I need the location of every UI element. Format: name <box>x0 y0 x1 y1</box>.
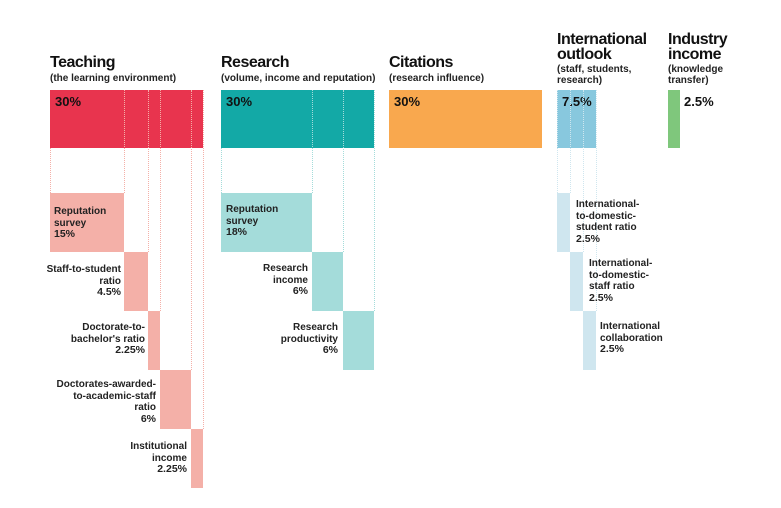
teaching-institutional-income-bar <box>191 429 203 488</box>
teaching-guide-line <box>203 90 204 429</box>
research-guide-line <box>374 90 375 311</box>
international-title: International outlook <box>557 31 647 63</box>
teaching-staff-student-value: 4.5% <box>97 286 121 298</box>
citations-weight: 30% <box>394 94 421 109</box>
research-productivity-value: 6% <box>322 344 338 356</box>
international-guide-line <box>583 90 584 252</box>
teaching-main-bar <box>50 90 203 148</box>
teaching-doctorates-staff-label: Doctorates-awarded- to-academic-staff ra… <box>40 379 156 425</box>
citations-main-bar <box>389 90 542 148</box>
international-subtitle: (staff, students, research) <box>557 64 632 86</box>
international-main-bar <box>557 90 596 148</box>
teaching-doctorates-staff-bar <box>160 370 191 429</box>
teaching-guide-line <box>148 90 149 252</box>
research-reputation-bar <box>221 193 312 252</box>
citations-subtitle: (research influence) <box>389 73 485 84</box>
research-productivity-label: Research productivity 6% <box>260 322 338 357</box>
international-weight: 7.5% <box>562 94 592 109</box>
international-student-ratio-bar <box>557 193 570 252</box>
teaching-doctorate-bachelor-label: Doctorate-to- bachelor's ratio 2.25% <box>40 322 145 357</box>
international-collaboration-bar <box>583 311 596 370</box>
international-student-ratio-value: 2.5% <box>576 232 600 245</box>
international-collaboration-label: International collaboration 2.5% <box>600 321 680 356</box>
research-subtitle: (volume, income and reputation) <box>221 73 376 84</box>
teaching-subtitle: (the learning environment) <box>50 73 177 84</box>
teaching-title: Teaching <box>50 54 116 71</box>
teaching-institutional-income-value: 2.25% <box>157 463 187 475</box>
research-income-value: 6% <box>292 285 308 297</box>
research-reputation-value: 18% <box>226 226 248 238</box>
research-main-bar <box>221 90 374 148</box>
teaching-weight: 30% <box>55 94 82 109</box>
research-title: Research <box>221 54 290 71</box>
research-guide-line <box>312 90 313 193</box>
industry-weight: 2.5% <box>684 94 714 109</box>
international-staff-ratio-value: 2.5% <box>589 291 613 304</box>
international-staff-ratio-bar <box>570 252 583 311</box>
teaching-doctorate-bachelor-value: 2.25% <box>115 344 145 356</box>
citations-title: Citations <box>389 54 453 71</box>
teaching-reputation-bar <box>50 193 124 252</box>
research-income-bar <box>312 252 343 311</box>
international-collaboration-value: 2.5% <box>600 343 624 355</box>
industry-title: Industry income <box>668 31 728 63</box>
teaching-staff-student-label: Staff-to-student ratio 4.5% <box>30 264 121 299</box>
international-guide-line <box>570 90 571 193</box>
teaching-doctorates-staff-value: 6% <box>140 412 156 425</box>
international-guide-line <box>596 90 597 311</box>
teaching-staff-student-bar <box>124 252 148 311</box>
teaching-guide-line <box>160 90 161 311</box>
research-guide-line <box>343 90 344 252</box>
research-reputation-label: Reputation survey 18% <box>226 204 310 239</box>
teaching-guide-line <box>50 148 51 193</box>
international-staff-ratio-label: International- to-domestic- staff ratio … <box>589 258 669 304</box>
research-productivity-bar <box>343 311 374 370</box>
research-weight: 30% <box>226 94 253 109</box>
international-student-ratio-label: International- to-domestic- student rati… <box>576 199 656 245</box>
teaching-reputation-label: Reputation survey 15% <box>54 206 124 241</box>
teaching-guide-line <box>191 90 192 370</box>
teaching-guide-line <box>124 90 125 193</box>
research-guide-line <box>221 148 222 193</box>
teaching-institutional-income-label: Institutional income 2.25% <box>100 441 187 476</box>
international-guide-line <box>557 90 558 193</box>
industry-subtitle: (knowledge transfer) <box>668 64 724 86</box>
research-income-label: Research income 6% <box>240 263 308 298</box>
industry-main-bar <box>668 90 680 148</box>
teaching-doctorate-bachelor-bar <box>148 311 160 370</box>
teaching-reputation-value: 15% <box>54 228 76 240</box>
